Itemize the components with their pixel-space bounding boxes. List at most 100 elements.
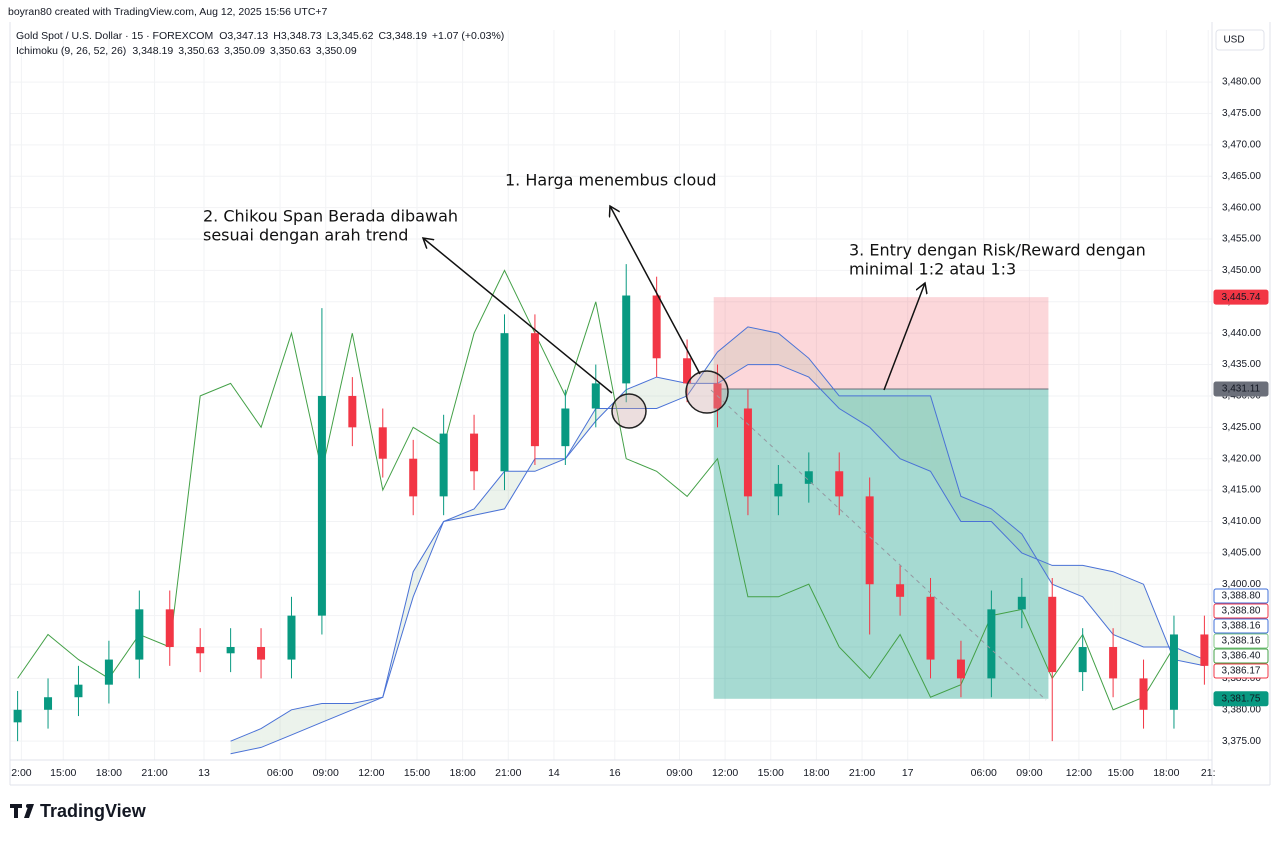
- arrow-1: [610, 206, 701, 375]
- price-label: 3,386.40: [1222, 651, 1261, 662]
- x-tick-label: 09:00: [1016, 767, 1042, 779]
- candle-body: [13, 709, 22, 723]
- y-tick-label: 3,400.00: [1222, 579, 1261, 590]
- price-label: 3,388.80: [1222, 606, 1261, 617]
- candle-body: [561, 408, 570, 447]
- x-tick-label: 21:00: [141, 767, 167, 779]
- candle-body: [652, 295, 661, 359]
- y-tick-label: 3,435.00: [1222, 359, 1261, 370]
- candle-body: [135, 609, 144, 660]
- price-label: 3,431.11: [1222, 384, 1261, 395]
- price-label-box: [1213, 633, 1269, 649]
- x-tick-label: 15:00: [758, 767, 784, 779]
- candle-body: [378, 427, 387, 459]
- candle-body: [926, 596, 935, 660]
- cloud-segment: [261, 709, 292, 748]
- candle-body: [530, 333, 539, 447]
- candle-body: [591, 383, 600, 409]
- candle-body: [743, 408, 752, 497]
- credit: boyran80 created with TradingView.com, A…: [8, 6, 328, 18]
- cloud-segment: [291, 703, 322, 735]
- candle-body: [1200, 634, 1209, 666]
- x-tick-label: 15:00: [50, 767, 76, 779]
- arrow-2: [423, 238, 613, 394]
- y-tick-label: 3,410.00: [1222, 516, 1261, 527]
- x-tick-label: 15:00: [404, 767, 430, 779]
- candle-body: [74, 684, 83, 698]
- y-tick-label: 3,420.00: [1222, 453, 1261, 464]
- legend-text: 3,348.73: [281, 30, 322, 42]
- axis-unit: USD: [1223, 35, 1244, 46]
- annotations: 1. Harga menembus cloud 2. Chikou Span B…: [203, 171, 1146, 701]
- cloud-segment: [747, 326, 779, 365]
- price-label: 3,388.16: [1222, 636, 1261, 647]
- price-label-box: [1213, 603, 1269, 619]
- logo-dot: [26, 804, 30, 808]
- cloud-segment: [869, 395, 901, 459]
- x-tick-label: 21:00: [849, 767, 875, 779]
- legend-text: C: [378, 30, 386, 42]
- candle-body: [257, 647, 266, 660]
- legend-text: 3,348.19: [132, 45, 173, 57]
- candle-body: [1169, 634, 1178, 710]
- price-label: 3,381.75: [1222, 693, 1261, 704]
- x-tick-label: 09:00: [313, 767, 339, 779]
- plot-area: [10, 30, 1212, 760]
- price-label-box: [1213, 289, 1269, 305]
- cloud-segment: [960, 496, 992, 522]
- unit-box: [1215, 29, 1265, 51]
- annotation-text: sesuai dengan arah trend: [203, 226, 408, 245]
- cloud-segment: [1173, 647, 1205, 666]
- y-tick-label: 3,450.00: [1222, 265, 1261, 276]
- candle-body: [317, 395, 326, 616]
- price-label: 3,388.16: [1222, 621, 1261, 632]
- candle-body: [287, 615, 296, 660]
- candle-body: [196, 647, 205, 654]
- y-tick-label: 3,480.00: [1222, 77, 1261, 88]
- x-tick-label: 15:00: [1108, 767, 1134, 779]
- indicator-line: [230, 326, 1205, 742]
- arrow-3: [883, 283, 925, 391]
- y-tick-label: 3,475.00: [1222, 108, 1261, 119]
- annotation-text: 3. Entry dengan Risk/Reward dengan: [849, 241, 1146, 260]
- x-tick-label: 17: [902, 767, 914, 779]
- x-tick-label: 14: [548, 767, 560, 779]
- x-tick-label: 2:00: [11, 767, 32, 779]
- breakout-circle: [685, 370, 729, 414]
- candle-body: [1109, 647, 1118, 679]
- y-tick-label: 3,380.00: [1222, 704, 1261, 715]
- annotation-text: minimal 1:2 atau 1:3: [849, 260, 1016, 279]
- candle-body: [622, 295, 631, 384]
- x-tick-label: 06:00: [267, 767, 293, 779]
- chikou-circle: [611, 393, 647, 429]
- candle-body: [470, 433, 479, 472]
- cloud-segment: [900, 395, 931, 472]
- cloud-segment: [321, 703, 353, 723]
- candle-body: [348, 395, 357, 428]
- y-tick-label: 3,470.00: [1222, 140, 1261, 151]
- y-tick-label: 3,375.00: [1222, 736, 1261, 747]
- x-tick-label: 21:: [1201, 767, 1216, 779]
- cloud-segment: [1082, 565, 1114, 635]
- legend-text: L: [327, 30, 333, 42]
- y-tick-label: 3,415.00: [1222, 485, 1261, 496]
- cloud-segment: [808, 358, 840, 409]
- candle-body: [865, 496, 874, 585]
- legend-text: 3,350.63: [270, 45, 311, 57]
- candle-body: [165, 609, 174, 648]
- x-tick-label: 18:00: [96, 767, 122, 779]
- legend-text: H: [273, 30, 281, 42]
- legend-text: +1.07 (+0.03%): [432, 30, 504, 42]
- x-tick-label: 18:00: [803, 767, 829, 779]
- cloud-segment: [839, 395, 870, 428]
- y-tick-label: 3,460.00: [1222, 202, 1261, 213]
- x-tick-label: 12:00: [712, 767, 738, 779]
- cloud-segment: [991, 508, 1022, 553]
- candle-body: [1139, 678, 1148, 710]
- y-tick-label: 3,465.00: [1222, 171, 1261, 182]
- risk-zone: [713, 297, 1049, 389]
- x-tick-label: 16: [609, 767, 621, 779]
- x-tick-label: 09:00: [666, 767, 692, 779]
- x-tick-label: 12:00: [1066, 767, 1092, 779]
